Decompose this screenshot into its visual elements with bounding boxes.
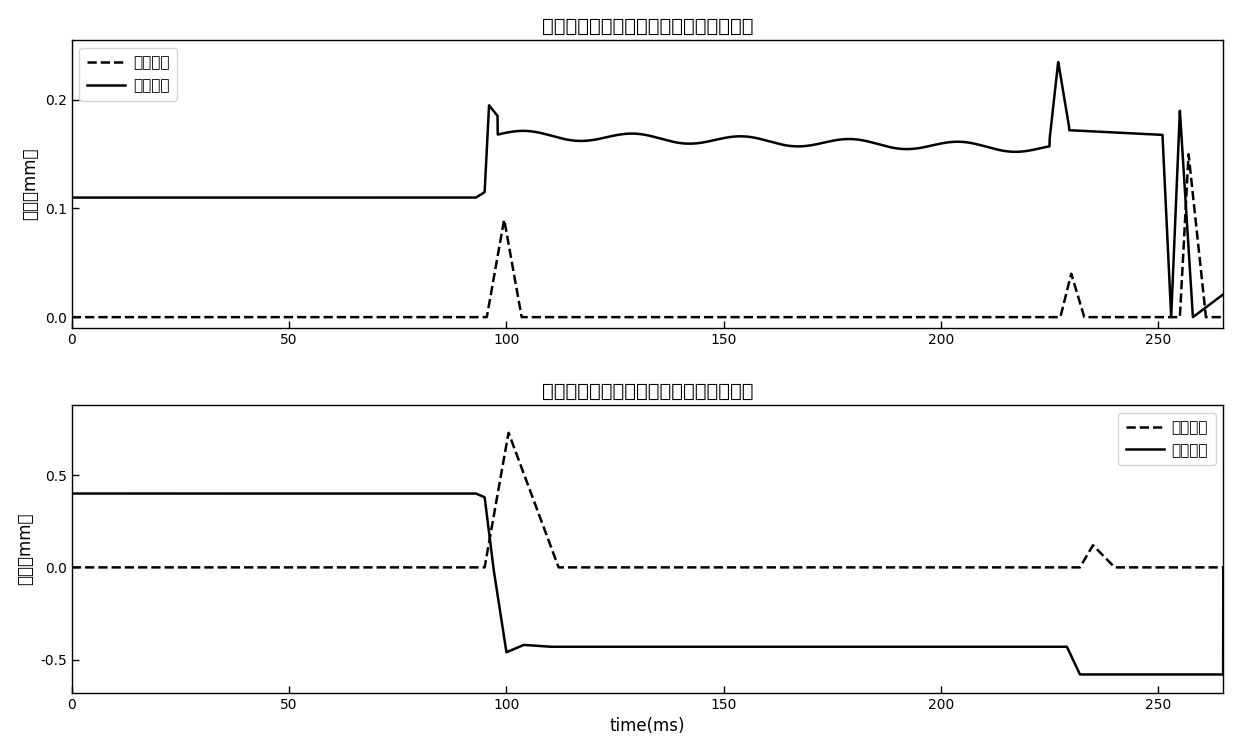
- Title: 位移信号曲线和实时监测曲线（工况三）: 位移信号曲线和实时监测曲线（工况三）: [542, 17, 754, 35]
- Legend: 监测曲线, 位移曲线: 监测曲线, 位移曲线: [79, 47, 177, 101]
- 监测曲线: [264, 562, 279, 572]
- 监测曲线: [1182, 150, 1197, 159]
- 位移曲线: [264, 489, 279, 498]
- 监测曲线: [264, 313, 279, 322]
- 监测曲线: [1008, 562, 1023, 572]
- Line: 位移曲线: 位移曲线: [72, 62, 1224, 317]
- 位移曲线: [1085, 670, 1100, 679]
- 位移曲线: [64, 193, 79, 202]
- 位移曲线: [521, 126, 536, 135]
- 监测曲线: [501, 429, 516, 438]
- Y-axis label: 幅値（mm）: 幅値（mm）: [21, 147, 40, 220]
- 位移曲线: [1007, 147, 1022, 156]
- 监测曲线: [1216, 313, 1231, 322]
- 监测曲线: [580, 313, 595, 322]
- Title: 位移信号曲线和实时监测曲线（工况四）: 位移信号曲线和实时监测曲线（工况四）: [542, 381, 754, 401]
- 监测曲线: [1085, 543, 1100, 552]
- 位移曲线: [806, 141, 821, 150]
- Line: 监测曲线: 监测曲线: [72, 433, 1224, 567]
- 监测曲线: [1007, 313, 1022, 322]
- 监测曲线: [1084, 313, 1099, 322]
- 位移曲线: [806, 642, 821, 651]
- 位移曲线: [1216, 290, 1231, 299]
- X-axis label: time(ms): time(ms): [610, 717, 686, 735]
- Legend: 监测曲线, 位移曲线: 监测曲线, 位移曲线: [1118, 413, 1215, 465]
- 位移曲线: [580, 642, 595, 651]
- 监测曲线: [806, 562, 821, 572]
- 位移曲线: [1216, 562, 1231, 572]
- 位移曲线: [1073, 670, 1087, 679]
- Line: 位移曲线: 位移曲线: [72, 493, 1224, 675]
- 监测曲线: [64, 562, 79, 572]
- Y-axis label: 幅値（mm）: 幅値（mm）: [16, 513, 35, 585]
- Line: 监测曲线: 监测曲线: [72, 154, 1224, 317]
- 位移曲线: [1050, 57, 1065, 66]
- 位移曲线: [264, 193, 279, 202]
- 位移曲线: [1185, 313, 1200, 322]
- 监测曲线: [64, 313, 79, 322]
- 位移曲线: [64, 489, 79, 498]
- 监测曲线: [580, 562, 595, 572]
- 位移曲线: [521, 641, 536, 650]
- 位移曲线: [1007, 642, 1022, 651]
- 位移曲线: [580, 136, 595, 145]
- 监测曲线: [806, 313, 821, 322]
- 监测曲线: [521, 482, 536, 491]
- 监测曲线: [521, 313, 536, 322]
- 位移曲线: [1085, 127, 1100, 136]
- 监测曲线: [1216, 562, 1231, 572]
